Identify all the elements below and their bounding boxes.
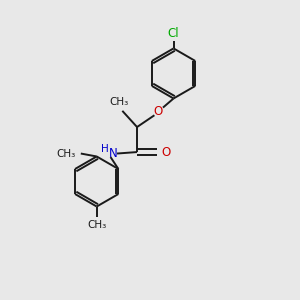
Text: Cl: Cl — [168, 27, 179, 40]
Text: O: O — [154, 105, 163, 118]
Text: CH₃: CH₃ — [56, 148, 76, 158]
Text: CH₃: CH₃ — [110, 97, 129, 107]
Text: N: N — [109, 147, 117, 160]
Text: H: H — [101, 144, 109, 154]
Text: CH₃: CH₃ — [87, 220, 106, 230]
Text: O: O — [161, 146, 171, 159]
